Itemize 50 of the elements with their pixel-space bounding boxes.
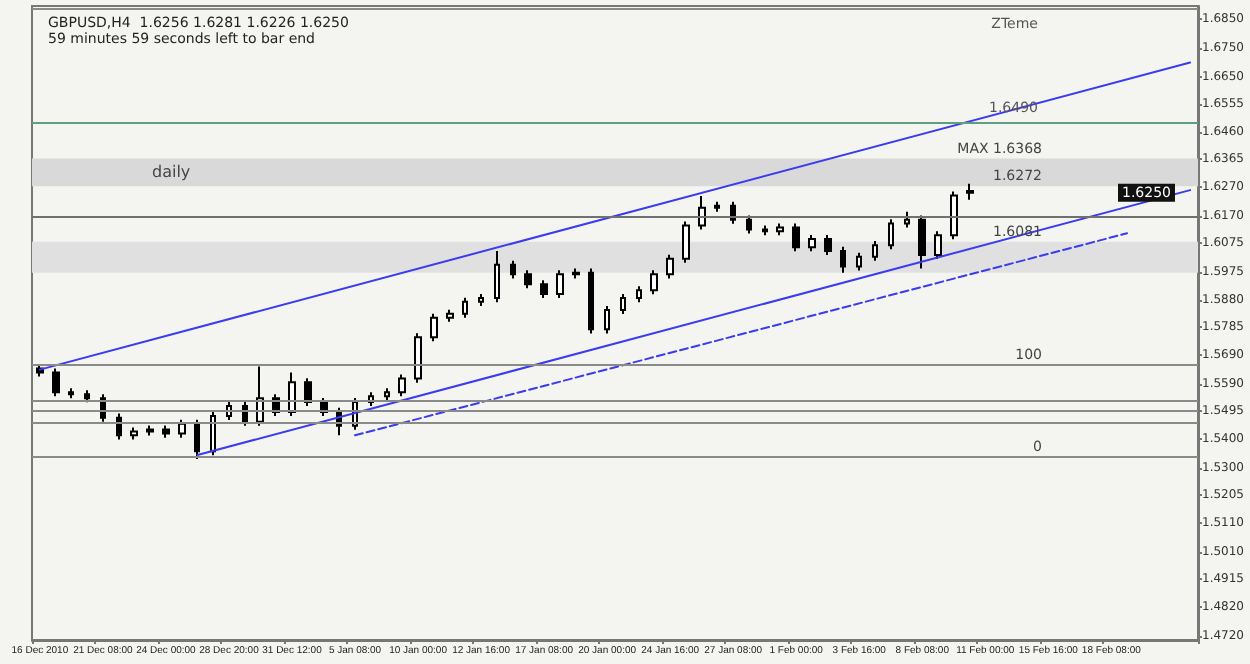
candlestick: [84, 389, 90, 404]
candlestick: [856, 251, 862, 272]
candlestick: [872, 240, 878, 262]
candlestick: [52, 367, 60, 398]
candlestick: [572, 267, 580, 280]
candlestick: [556, 269, 564, 300]
candlestick: [636, 285, 642, 304]
candlestick: [162, 424, 170, 439]
candlestick: [478, 293, 484, 307]
candlestick: [714, 200, 720, 213]
candlestick: [384, 387, 390, 402]
candlestick: [178, 418, 186, 439]
candlestick: [666, 253, 674, 280]
candlestick: [746, 214, 752, 235]
candlestick: [398, 373, 406, 398]
candlestick: [918, 214, 926, 270]
candlestick: [242, 401, 248, 427]
candlestick: [588, 267, 594, 335]
candlestick: [762, 224, 768, 237]
candlestick: [620, 293, 626, 316]
candlestick: [194, 418, 200, 461]
candlestick: [524, 269, 532, 290]
candlestick: [304, 377, 312, 408]
candlestick: [430, 312, 438, 343]
candlestick: [414, 332, 422, 384]
candlestick: [446, 308, 454, 323]
candlestick: [130, 426, 138, 441]
candlestick: [510, 259, 516, 280]
candlestick: [824, 233, 832, 256]
candlestick: [494, 249, 500, 304]
candlestick: [792, 222, 800, 253]
candlestick: [840, 245, 846, 274]
candlestick: [776, 222, 784, 237]
candlestick: [682, 220, 690, 264]
candlestick: [462, 296, 468, 319]
candlestick: [808, 233, 816, 253]
candlestick: [934, 230, 942, 261]
candlestick: [904, 210, 910, 229]
candlestick: [604, 304, 610, 335]
candlestick: [698, 194, 706, 231]
candlestick: [210, 410, 216, 457]
candlestick: [540, 279, 548, 300]
candlestick: [888, 218, 894, 251]
band-label: daily: [152, 163, 191, 182]
candlestick: [116, 412, 122, 441]
candlestick: [68, 387, 74, 400]
candlestick: [966, 182, 974, 201]
candlestick: [950, 190, 958, 241]
candlestick: [146, 424, 154, 437]
candlestick: [650, 269, 658, 296]
